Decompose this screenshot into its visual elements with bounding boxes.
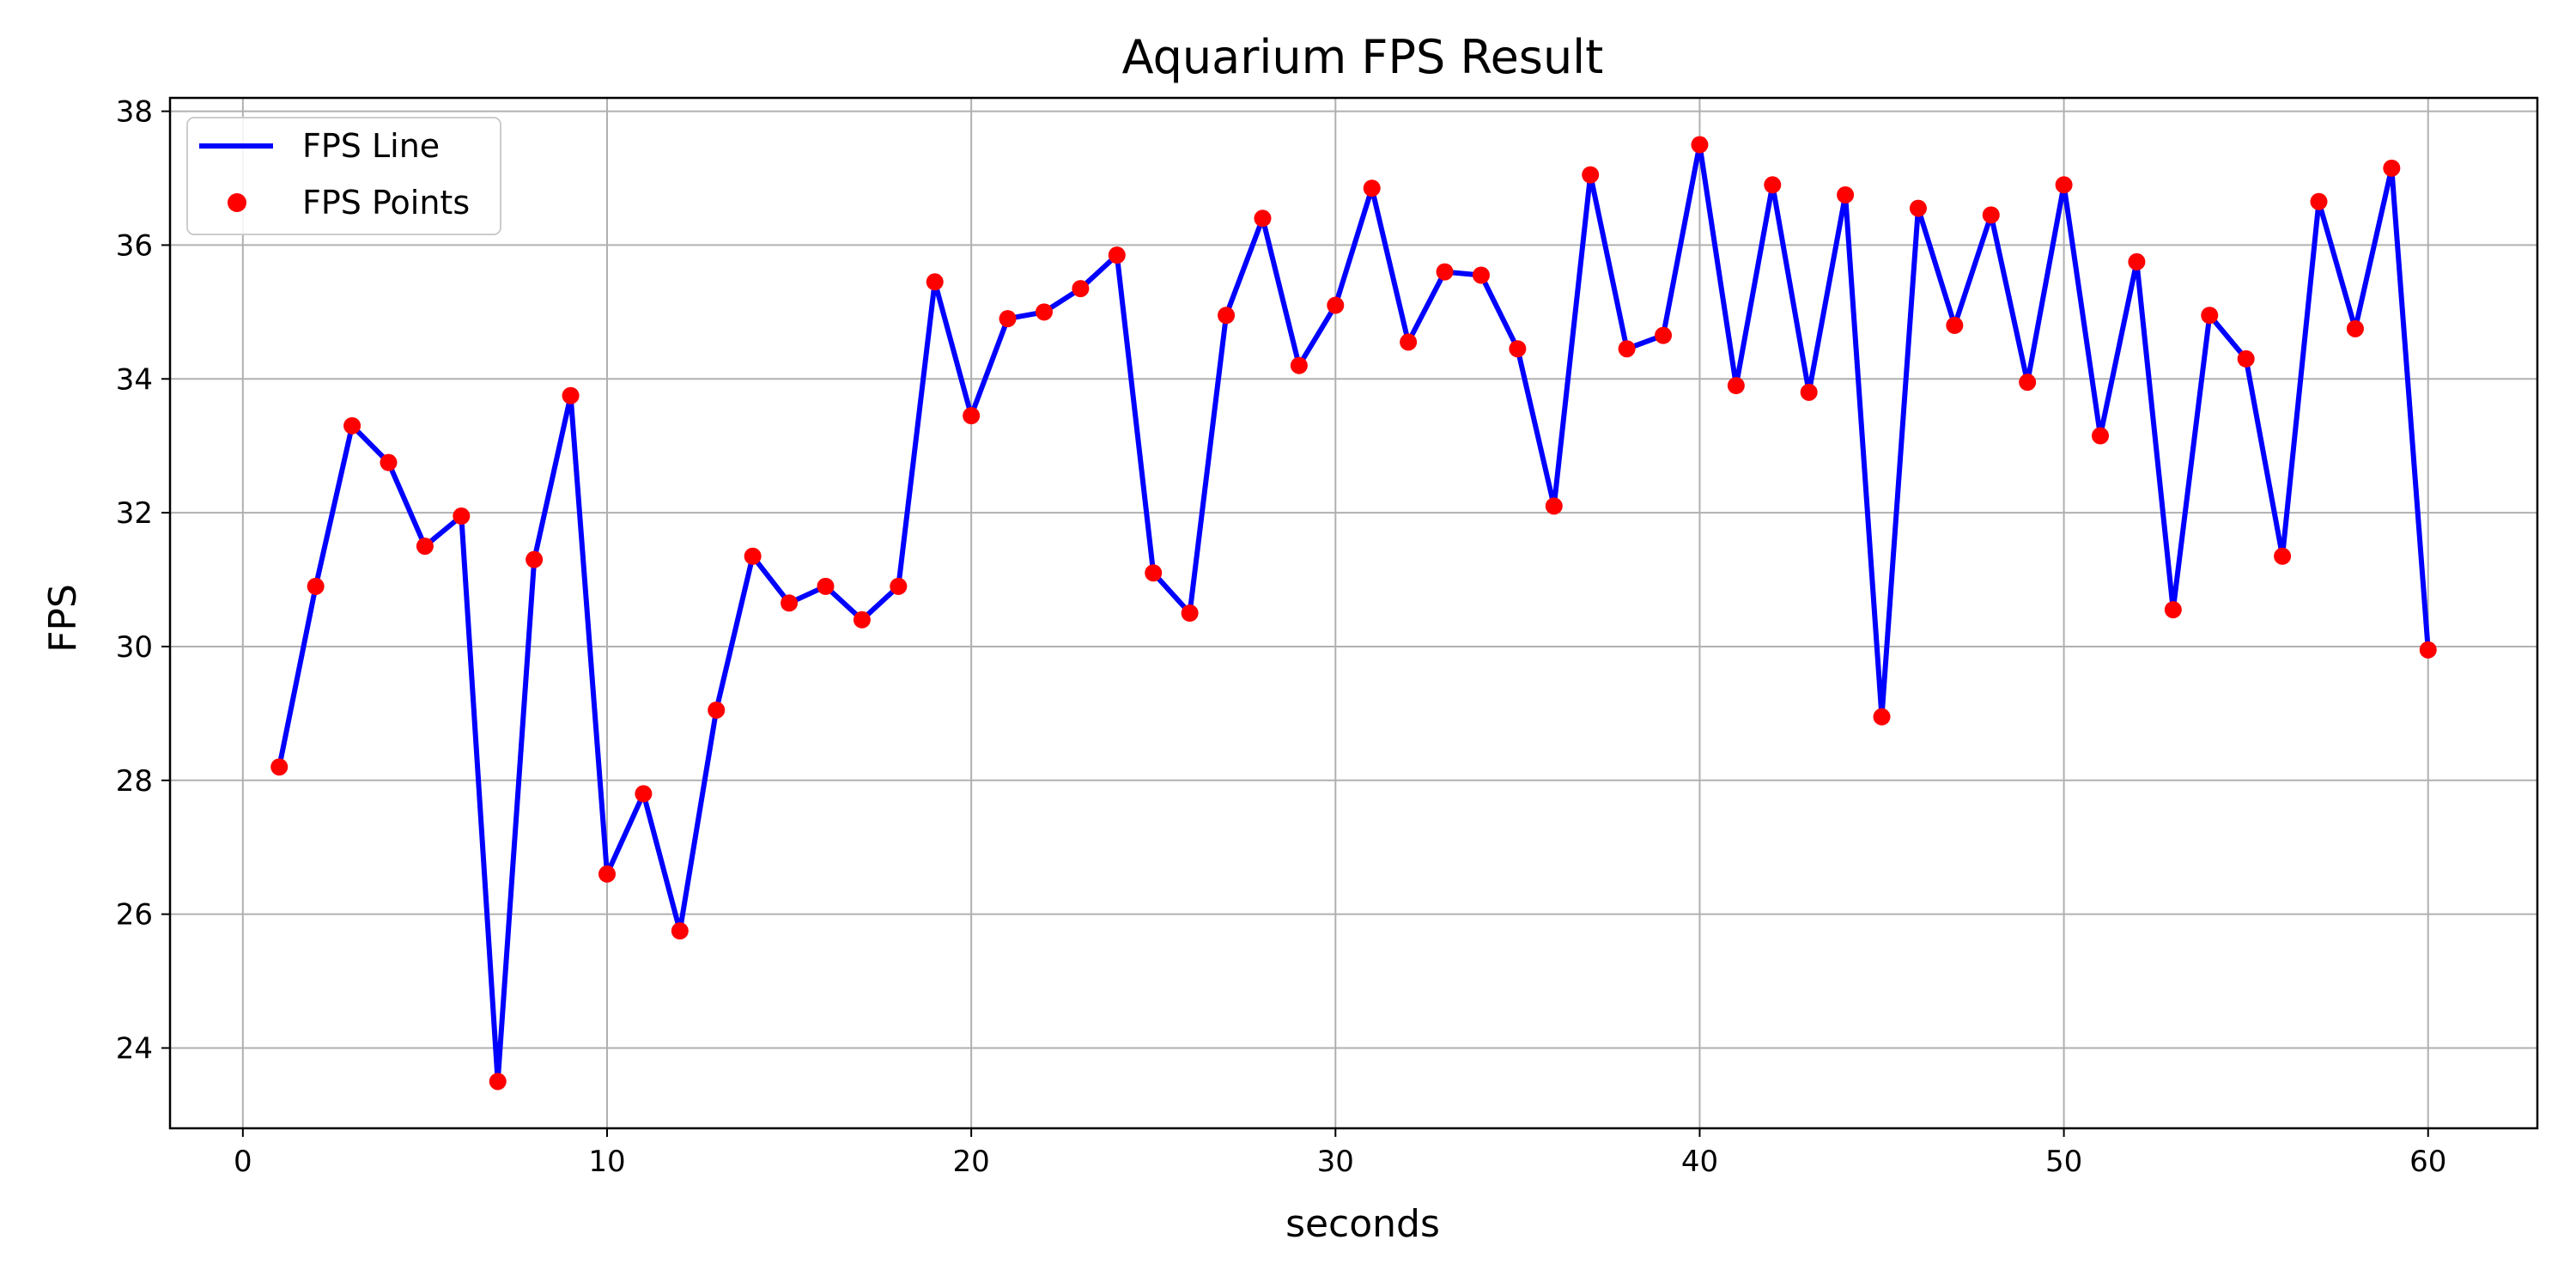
y-tick-label: 32 bbox=[116, 496, 153, 531]
y-tick-label: 36 bbox=[116, 228, 153, 263]
data-point bbox=[598, 865, 616, 883]
data-point bbox=[270, 758, 289, 776]
data-point bbox=[926, 273, 944, 291]
data-point bbox=[1108, 246, 1126, 264]
data-point bbox=[2055, 176, 2073, 194]
data-point bbox=[2128, 252, 2146, 270]
data-point bbox=[1472, 266, 1490, 284]
data-point bbox=[2274, 547, 2292, 565]
data-point bbox=[1436, 263, 1454, 281]
y-tick-label: 34 bbox=[116, 362, 153, 397]
data-point bbox=[1290, 356, 1308, 374]
x-axis-title: seconds bbox=[1285, 1202, 1440, 1246]
data-point bbox=[416, 538, 434, 556]
data-point bbox=[307, 577, 325, 595]
data-point bbox=[2092, 427, 2110, 445]
y-axis-title: FPS bbox=[41, 584, 85, 653]
x-tick-label: 40 bbox=[1681, 1145, 1718, 1179]
data-point bbox=[1327, 296, 1345, 314]
data-point bbox=[1400, 333, 1418, 351]
data-point bbox=[380, 453, 398, 471]
series-points-layer bbox=[270, 136, 2437, 1091]
data-point bbox=[2419, 641, 2437, 659]
data-point bbox=[2310, 192, 2328, 210]
data-point bbox=[781, 594, 799, 612]
data-point bbox=[1509, 340, 1527, 358]
x-tick-label: 30 bbox=[1317, 1145, 1354, 1179]
data-point bbox=[635, 785, 653, 803]
data-point bbox=[2201, 307, 2219, 325]
x-axis-ticks: 0 10 20 30 40 50 60 bbox=[234, 1128, 2446, 1179]
y-tick-label: 38 bbox=[116, 95, 153, 130]
legend-label-fps-points: FPS Points bbox=[302, 184, 470, 222]
data-point bbox=[1545, 497, 1563, 515]
data-point bbox=[562, 386, 580, 404]
data-point bbox=[1727, 377, 1745, 395]
data-point bbox=[1072, 280, 1090, 298]
data-point bbox=[1800, 383, 1818, 401]
x-tick-label: 10 bbox=[588, 1145, 625, 1179]
data-point bbox=[1218, 307, 1236, 325]
data-point bbox=[343, 416, 361, 434]
y-tick-label: 30 bbox=[116, 630, 153, 665]
data-point bbox=[1254, 210, 1272, 228]
data-point bbox=[1035, 303, 1053, 321]
plot-frame bbox=[168, 96, 2539, 1130]
data-point bbox=[453, 507, 471, 526]
data-point bbox=[1909, 199, 1927, 217]
data-point bbox=[1145, 564, 1163, 582]
data-point bbox=[1982, 206, 2000, 224]
data-point bbox=[1363, 179, 1381, 197]
y-tick-label: 28 bbox=[116, 764, 153, 799]
data-point bbox=[708, 701, 726, 719]
data-point bbox=[489, 1072, 507, 1091]
data-point bbox=[2237, 349, 2255, 368]
series-line-fps bbox=[276, 142, 2431, 1084]
x-tick-label: 0 bbox=[234, 1145, 252, 1179]
data-point bbox=[1764, 176, 1782, 194]
y-tick-label: 26 bbox=[116, 898, 153, 933]
data-point bbox=[890, 577, 908, 595]
data-point bbox=[2019, 374, 2037, 392]
legend: FPS Line FPS Points bbox=[186, 117, 501, 235]
y-axis-ticks: 24 26 28 30 32 34 36 38 bbox=[116, 95, 170, 1066]
data-point bbox=[2383, 159, 2401, 177]
data-point bbox=[853, 611, 871, 629]
data-point bbox=[999, 310, 1017, 328]
data-point bbox=[2164, 601, 2182, 619]
data-point bbox=[1691, 136, 1709, 154]
data-point bbox=[1181, 605, 1199, 622]
data-point bbox=[2346, 319, 2364, 337]
legend-point-swatch bbox=[228, 193, 246, 212]
data-point bbox=[671, 922, 689, 940]
x-tick-label: 20 bbox=[953, 1145, 990, 1179]
data-point bbox=[1946, 316, 1964, 334]
x-tick-label: 50 bbox=[2045, 1145, 2082, 1179]
data-point bbox=[963, 407, 981, 425]
series-line-layer bbox=[276, 142, 2431, 1084]
data-point bbox=[1582, 166, 1600, 184]
data-point bbox=[817, 577, 835, 595]
x-tick-label: 60 bbox=[2409, 1145, 2446, 1179]
y-tick-label: 24 bbox=[116, 1031, 153, 1066]
data-point bbox=[744, 547, 762, 565]
data-point bbox=[526, 550, 544, 568]
data-point bbox=[1655, 326, 1673, 344]
chart-title: Aquarium FPS Result bbox=[1122, 30, 1604, 84]
data-point bbox=[1873, 708, 1891, 726]
legend-label-fps-line: FPS Line bbox=[302, 127, 440, 165]
data-point bbox=[1618, 340, 1636, 358]
data-point bbox=[1837, 185, 1855, 204]
